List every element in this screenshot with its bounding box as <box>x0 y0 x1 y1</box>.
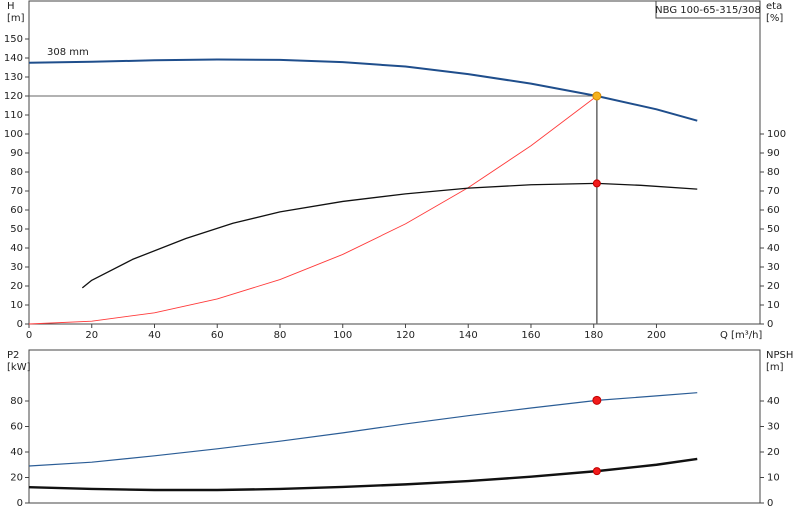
y-tick-label: 0 <box>17 498 23 509</box>
y-tick-label: 20 <box>10 281 23 292</box>
y2-tick-label: 30 <box>767 262 780 273</box>
y-tick-label: 100 <box>4 129 23 140</box>
y-axis-label: [kW] <box>7 362 31 373</box>
operating-point <box>592 91 602 101</box>
curve <box>81 182 698 289</box>
x-tick-label: 100 <box>333 330 352 341</box>
x-tick-label: 60 <box>211 330 224 341</box>
y2-tick-label: 0 <box>767 498 773 509</box>
y-tick-label: 0 <box>17 319 23 330</box>
curve <box>28 58 698 122</box>
plot-frame <box>28 349 761 504</box>
y2-tick-label: 10 <box>767 473 780 484</box>
y-tick-label: 130 <box>4 72 23 83</box>
y2-tick-label: 40 <box>767 243 780 254</box>
y-tick-label: 40 <box>10 447 23 458</box>
x-tick-label: 160 <box>521 330 540 341</box>
y-tick-label: 80 <box>10 167 23 178</box>
y2-axis-label: [%] <box>766 13 783 24</box>
y-tick-label: 40 <box>10 243 23 254</box>
y2-tick-label: 30 <box>767 422 780 433</box>
y2-tick-label: 90 <box>767 148 780 159</box>
curve <box>28 392 698 467</box>
y-tick-label: 80 <box>10 396 23 407</box>
y2-tick-label: 0 <box>767 319 773 330</box>
x-axis-label: Q [m³/h] <box>720 330 762 341</box>
operating-point <box>592 395 602 405</box>
y-tick-label: 60 <box>10 205 23 216</box>
y2-tick-label: 40 <box>767 396 780 407</box>
y2-axis-label: [m] <box>766 362 784 373</box>
y2-tick-label: 80 <box>767 167 780 178</box>
y2-tick-label: 10 <box>767 300 780 311</box>
y2-axis-label: NPSH <box>766 350 793 361</box>
plot-frame <box>28 0 761 325</box>
y2-tick-label: 20 <box>767 281 780 292</box>
y-tick-label: 110 <box>4 110 23 121</box>
operating-point <box>592 179 601 188</box>
y-tick-label: 50 <box>10 224 23 235</box>
y2-tick-label: 50 <box>767 224 780 235</box>
curve <box>28 457 698 492</box>
x-tick-label: 140 <box>459 330 478 341</box>
curve-annotation: 308 mm <box>47 47 89 58</box>
x-tick-label: 0 <box>26 330 32 341</box>
y-tick-label: 70 <box>10 186 23 197</box>
y-axis-label: P2 <box>7 350 19 361</box>
y-tick-label: 10 <box>10 300 23 311</box>
y2-tick-label: 100 <box>767 129 786 140</box>
y2-axis-label: eta <box>766 1 782 12</box>
x-tick-label: 80 <box>274 330 287 341</box>
x-tick-label: 180 <box>584 330 603 341</box>
y2-tick-label: 60 <box>767 205 780 216</box>
y2-tick-label: 70 <box>767 186 780 197</box>
x-tick-label: 200 <box>647 330 666 341</box>
y-axis-label: H <box>7 1 15 12</box>
y-tick-label: 150 <box>4 34 23 45</box>
y-axis-label: [m] <box>7 13 25 24</box>
y2-tick-label: 20 <box>767 447 780 458</box>
curve <box>28 95 598 325</box>
x-tick-label: 120 <box>396 330 415 341</box>
y-tick-label: 120 <box>4 91 23 102</box>
x-tick-label: 40 <box>148 330 161 341</box>
y-tick-label: 20 <box>10 473 23 484</box>
y-tick-label: 140 <box>4 53 23 64</box>
y-tick-label: 30 <box>10 262 23 273</box>
x-tick-label: 20 <box>85 330 98 341</box>
y-tick-label: 90 <box>10 148 23 159</box>
model-box <box>655 0 761 19</box>
operating-point <box>592 467 601 476</box>
model-label: NBG 100-65-315/308 <box>655 5 761 16</box>
y-tick-label: 60 <box>10 422 23 433</box>
